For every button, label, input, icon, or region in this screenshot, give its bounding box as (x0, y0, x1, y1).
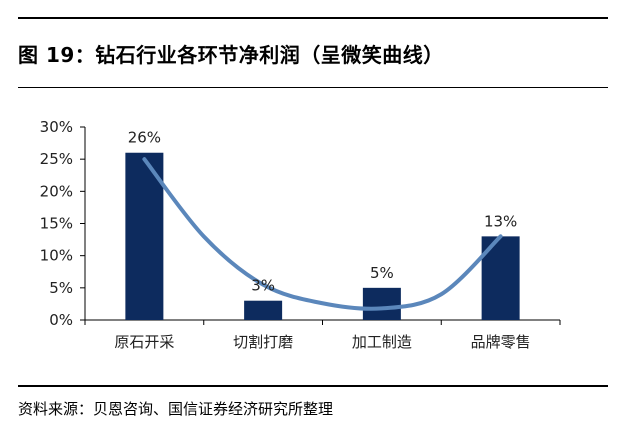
data-label: 13% (484, 212, 517, 230)
title-rule (18, 87, 608, 88)
bar-chart: 0% 5% 10% 15% 20% 25% 30% 26% 3% 5% 13% 原石开采 切割打磨 加… (40, 118, 561, 351)
data-label: 3% (251, 277, 275, 295)
y-tick-label: 10% (40, 247, 73, 265)
y-tick-label: 30% (40, 118, 73, 136)
top-rule (18, 17, 608, 19)
y-tick-label: 20% (40, 182, 73, 200)
bar (125, 152, 164, 320)
y-tick-label: 15% (40, 215, 73, 233)
bars-group (125, 152, 520, 320)
bar (244, 300, 283, 320)
x-category-label: 原石开采 (114, 333, 174, 351)
y-tick-label: 5% (49, 279, 73, 297)
smile-curve (142, 157, 503, 311)
data-labels: 26% 3% 5% 13% (128, 129, 518, 295)
source-note: 资料来源：贝恩咨询、国信证券经济研究所整理 (18, 400, 334, 418)
data-label: 5% (370, 264, 394, 282)
bar (362, 287, 401, 320)
x-axis-labels: 原石开采 切割打磨 加工制造 品牌零售 (114, 333, 530, 351)
x-category-label: 加工制造 (352, 333, 412, 351)
figure-title: 图 19：钻石行业各环节净利润（呈微笑曲线） (18, 43, 444, 67)
y-axis-ticks: 0% 5% 10% 15% 20% 25% 30% (40, 118, 561, 329)
y-tick-label: 0% (49, 311, 73, 329)
x-category-label: 切割打磨 (233, 333, 293, 351)
data-label: 26% (128, 129, 161, 147)
x-category-label: 品牌零售 (471, 333, 531, 351)
y-tick-label: 25% (40, 150, 73, 168)
bottom-rule (18, 385, 608, 387)
